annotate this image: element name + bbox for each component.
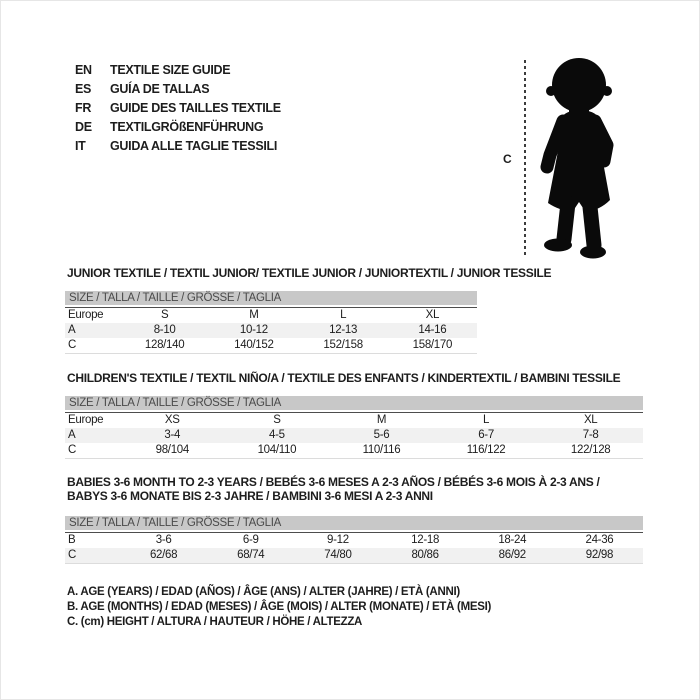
language-row-en: EN TEXTILE SIZE GUIDE	[75, 61, 281, 80]
cell: L	[483, 414, 490, 426]
cell: S	[273, 414, 281, 426]
cell: 86/92	[498, 549, 527, 561]
row-label: C	[68, 549, 77, 561]
legend-line-a: A. AGE (YEARS) / EDAD (AÑOS) / ÂGE (ANS)…	[67, 586, 460, 598]
cell: L	[340, 309, 347, 321]
row-label: A	[68, 324, 76, 336]
cell: 10-12	[239, 324, 268, 336]
language-label: TEXTILE SIZE GUIDE	[110, 63, 231, 77]
babies-size-table: SIZE / TALLA / TAILLE / GRÖSSE / TAGLIA …	[65, 516, 643, 564]
language-row-es: ES GUÍA DE TALLAS	[75, 80, 281, 99]
language-code: DE	[75, 120, 92, 134]
children-section-title: CHILDREN'S TEXTILE / TEXTIL NIÑO/A / TEX…	[67, 371, 621, 385]
language-code: IT	[75, 139, 86, 153]
cell: 128/140	[144, 339, 185, 351]
language-code: EN	[75, 63, 92, 77]
table-row: C 128/140 140/152 152/158 158/170	[65, 338, 477, 354]
cell: 3-4	[164, 429, 181, 441]
cell: 140/152	[234, 339, 274, 351]
cell: 14-16	[418, 324, 447, 336]
language-row-it: IT GUIDA ALLE TAGLIE TESSILI	[75, 137, 281, 156]
cell: 152/158	[323, 339, 363, 351]
cell: 4-5	[269, 429, 285, 441]
row-label: A	[68, 429, 76, 441]
height-dashed-line	[524, 60, 526, 258]
cell: S	[160, 309, 169, 321]
size-header-bar: SIZE / TALLA / TAILLE / GRÖSSE / TAGLIA	[65, 396, 643, 410]
cell: 122/128	[570, 444, 611, 456]
table-row: B 3-6 6-9 9-12 12-18 18-24 24-36	[65, 532, 643, 548]
language-row-fr: FR GUIDE DES TAILLES TEXTILE	[75, 99, 281, 118]
cell: 98/104	[155, 444, 190, 456]
legend-line-c: C. (cm) HEIGHT / ALTURA / HAUTEUR / HÖHE…	[67, 616, 363, 628]
cell: 12-13	[329, 324, 358, 336]
cell: 110/116	[362, 444, 401, 456]
babies-section-title: BABIES 3-6 MONTH TO 2-3 YEARS / BEBÉS 3-…	[67, 475, 600, 503]
size-header-bar: SIZE / TALLA / TAILLE / GRÖSSE / TAGLIA	[65, 291, 477, 305]
cell: M	[249, 309, 259, 321]
cell: 104/110	[257, 444, 297, 456]
language-code: FR	[75, 101, 92, 115]
table-row: C 62/68 68/74 74/80 80/86 86/92 92/98	[65, 548, 643, 564]
cell: 116/122	[466, 444, 506, 456]
table-row: Europe XS S M L XL	[65, 412, 643, 428]
cell: 74/80	[324, 549, 352, 561]
language-label: GUIDA ALLE TAGLIE TESSILI	[110, 139, 278, 153]
cell: 18-24	[498, 534, 527, 546]
cell: 3-6	[155, 534, 172, 546]
cell: XS	[164, 414, 180, 426]
table-row: A 8-10 10-12 12-13 14-16	[65, 323, 477, 338]
cell: 5-6	[373, 429, 390, 441]
cell: 6-9	[242, 534, 259, 546]
cell: 12-18	[411, 534, 440, 546]
language-code: ES	[75, 82, 92, 96]
cell: XL	[583, 414, 598, 426]
row-label: Europe	[68, 309, 104, 321]
language-label: GUIDE DES TAILLES TEXTILE	[110, 101, 281, 115]
children-size-table: SIZE / TALLA / TAILLE / GRÖSSE / TAGLIA …	[65, 396, 643, 459]
legend-line-b: B. AGE (MONTHS) / EDAD (MESES) / ÂGE (MO…	[67, 601, 492, 613]
row-label: C	[68, 339, 77, 351]
cell: 158/170	[412, 339, 453, 351]
cell: 62/68	[149, 549, 178, 561]
cell: 92/98	[585, 549, 614, 561]
table-row: C 98/104 104/110 110/116 116/122 122/128	[65, 443, 643, 459]
cell: 80/86	[411, 549, 439, 561]
cell: XL	[425, 309, 440, 321]
cell: 8-10	[153, 324, 176, 336]
cell: 7-8	[582, 429, 599, 441]
table-row: Europe S M L XL	[65, 307, 477, 323]
cell: 9-12	[327, 534, 349, 546]
table-row: A 3-4 4-5 5-6 6-7 7-8	[65, 428, 643, 443]
toddler-silhouette-icon	[540, 58, 614, 259]
junior-size-table: SIZE / TALLA / TAILLE / GRÖSSE / TAGLIA …	[65, 291, 477, 354]
measure-legend: A. AGE (YEARS) / EDAD (AÑOS) / ÂGE (ANS)…	[67, 585, 491, 630]
language-list: EN TEXTILE SIZE GUIDE ES GUÍA DE TALLAS …	[75, 61, 281, 156]
size-header-bar: SIZE / TALLA / TAILLE / GRÖSSE / TAGLIA	[65, 516, 643, 530]
cell: 6-7	[478, 429, 494, 441]
row-label: C	[68, 444, 77, 456]
junior-section-title: JUNIOR TEXTILE / TEXTIL JUNIOR/ TEXTILE …	[67, 266, 552, 280]
cell: 68/74	[237, 549, 265, 561]
cell: 24-36	[585, 534, 614, 546]
language-row-de: DE TEXTILGRÖßENFÜHRUNG	[75, 118, 281, 137]
cell: M	[376, 414, 387, 426]
row-label: B	[68, 534, 76, 546]
language-label: TEXTILGRÖßENFÜHRUNG	[110, 120, 264, 134]
row-label: Europe	[68, 414, 104, 426]
language-label: GUÍA DE TALLAS	[110, 82, 210, 96]
height-measure-label: C	[503, 152, 512, 166]
